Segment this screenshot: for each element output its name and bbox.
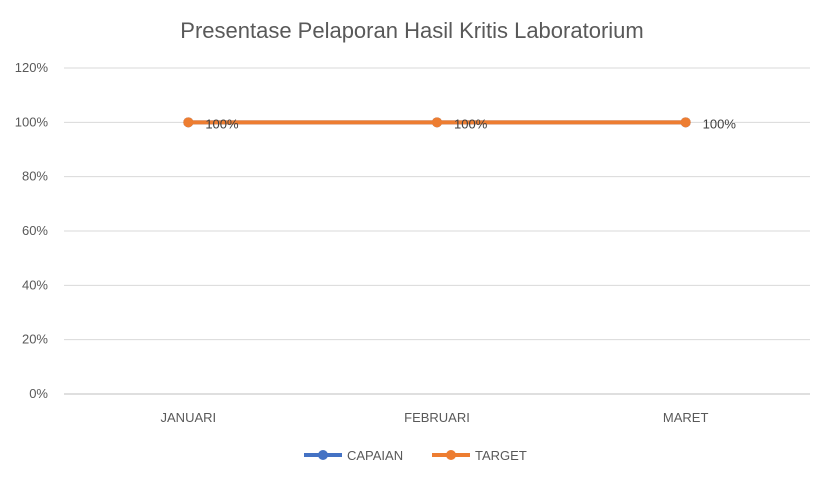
data-label: 100%: [205, 116, 239, 131]
data-point-target: [183, 117, 194, 128]
x-axis-ticks: JANUARI FEBRUARI MARET: [161, 410, 709, 425]
y-tick-label: 60%: [22, 223, 48, 238]
y-tick-label: 80%: [22, 169, 48, 184]
y-axis-ticks: 0% 20% 40% 60% 80% 100% 120%: [15, 60, 49, 401]
y-tick-label: 120%: [15, 60, 49, 75]
legend-label: TARGET: [475, 448, 527, 463]
gridlines: [64, 67, 810, 395]
x-tick-label: JANUARI: [161, 410, 217, 425]
x-tick-label: FEBRUARI: [404, 410, 470, 425]
legend-swatch-marker: [318, 450, 328, 460]
x-tick-label: MARET: [663, 410, 709, 425]
series-layer: [183, 117, 691, 128]
legend-swatch-marker: [446, 450, 456, 460]
chart-title: Presentase Pelaporan Hasil Kritis Labora…: [180, 18, 643, 43]
y-tick-label: 0%: [29, 386, 48, 401]
data-label: 100%: [703, 116, 737, 131]
data-labels: 100% 100% 100%: [205, 116, 736, 131]
data-label: 100%: [454, 116, 488, 131]
legend: CAPAIAN TARGET: [304, 448, 527, 463]
y-tick-label: 20%: [22, 332, 48, 347]
data-point-target: [432, 117, 442, 128]
y-tick-label: 100%: [15, 114, 49, 129]
data-point-target: [680, 117, 691, 128]
y-tick-label: 40%: [22, 277, 48, 292]
legend-label: CAPAIAN: [347, 448, 403, 463]
